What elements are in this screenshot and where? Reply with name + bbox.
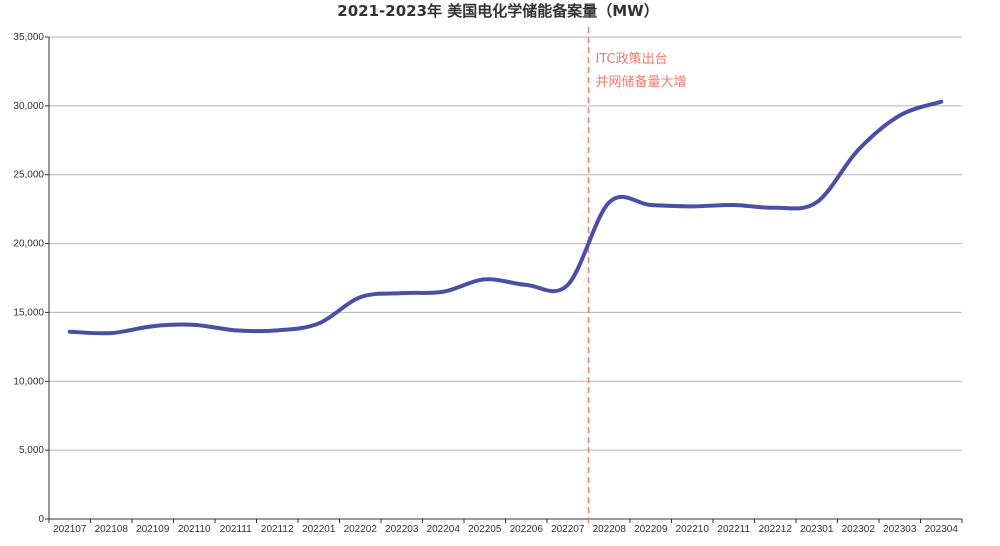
gridlines (49, 36, 962, 451)
x-tick-label: 202205 (468, 524, 502, 535)
data-point (359, 296, 361, 298)
y-tick-label: 5,000 (19, 445, 44, 456)
data-point (69, 331, 71, 333)
y-tick-label: 10,000 (13, 376, 44, 387)
data-point (401, 292, 403, 294)
y-tick-labels: 0 5,000 10,000 15,000 20,000 25,000 30,000 35,0… (13, 32, 44, 525)
data-point (733, 204, 735, 206)
data-point (152, 325, 154, 327)
data-point (110, 332, 112, 334)
data-point (650, 204, 652, 206)
data-point (816, 201, 818, 203)
data-point (774, 207, 776, 209)
policy-annotation-label: 并网储备量大增 (596, 74, 687, 90)
data-point (193, 324, 195, 326)
data-point (525, 284, 527, 286)
x-tick-label: 202211 (717, 524, 750, 535)
series-line (67, 99, 944, 336)
data-point (857, 149, 859, 151)
x-tick-labels: 202107 202108 202109 202110 202111 202112 2022… (53, 524, 958, 535)
x-tick-label: 202109 (136, 524, 170, 535)
policy-annotation-label: ITC政策出台 (596, 51, 668, 67)
data-point (608, 201, 610, 203)
data-point (567, 284, 569, 286)
x-tick-label: 202203 (385, 524, 419, 535)
data-point (484, 278, 486, 280)
x-tick-label: 202111 (220, 524, 252, 535)
x-tick-label: 202202 (344, 524, 378, 535)
x-tick-label: 202210 (676, 524, 710, 535)
x-tick-label: 202208 (593, 524, 627, 535)
x-tick-label: 202303 (883, 524, 917, 535)
x-tick-label: 202204 (427, 524, 461, 535)
data-point (691, 205, 693, 207)
x-tick-label: 202107 (53, 524, 87, 535)
x-tick-label: 202209 (634, 524, 668, 535)
x-tick-label: 202110 (178, 524, 211, 535)
axes (45, 36, 963, 523)
y-tick-label: 25,000 (13, 170, 44, 181)
data-point (235, 329, 237, 331)
x-tick-label: 202304 (925, 524, 959, 535)
data-point (276, 329, 278, 331)
x-tick-label: 202108 (95, 524, 129, 535)
y-tick-label: 0 (38, 514, 44, 525)
y-tick-label: 20,000 (13, 239, 44, 250)
data-point (899, 115, 901, 116)
y-tick-label: 30,000 (13, 101, 44, 112)
y-tick-label: 35,000 (13, 32, 44, 43)
x-tick-label: 202206 (510, 524, 544, 535)
x-tick-label: 202302 (842, 524, 876, 535)
x-tick-label: 202301 (800, 524, 834, 535)
data-point (940, 101, 942, 103)
data-point (442, 291, 444, 293)
x-tick-label: 202212 (759, 524, 793, 535)
x-tick-label: 202201 (302, 524, 336, 535)
x-tick-label: 202112 (261, 524, 294, 535)
y-tick-label: 15,000 (13, 307, 44, 318)
series-lines (67, 99, 944, 336)
x-tick-label: 202207 (551, 524, 585, 535)
chart-title: 2021-2023年 美国电化学储能备案量（MW） (337, 2, 658, 20)
data-point (318, 322, 320, 324)
